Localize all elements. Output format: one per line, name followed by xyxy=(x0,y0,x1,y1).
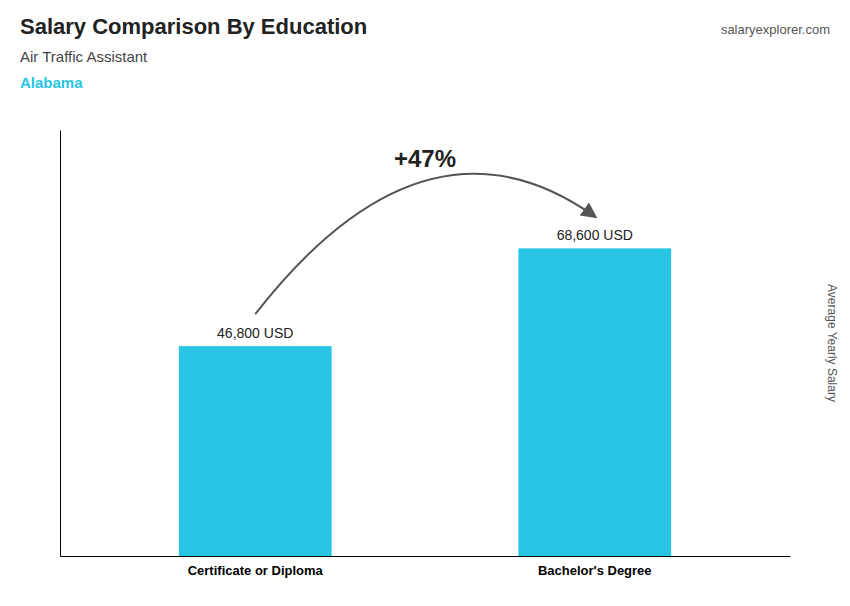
data-label: 68,600 USD xyxy=(557,227,633,243)
bars xyxy=(179,248,671,556)
location: Alabama xyxy=(20,74,83,91)
change-arrow xyxy=(255,174,595,314)
x-axis-line xyxy=(61,556,791,557)
bar xyxy=(518,248,671,556)
plot: Certificate or Diploma Bachelor's Degree 4… xyxy=(61,131,791,579)
x-tick: Certificate or Diploma xyxy=(188,563,324,578)
x-tick: Bachelor's Degree xyxy=(538,563,652,578)
y-axis xyxy=(60,131,61,557)
data-label: 46,800 USD xyxy=(217,325,293,341)
brand: salaryexplorer.com xyxy=(721,22,830,37)
x-axis: Certificate or Diploma Bachelor's Degree xyxy=(61,557,791,579)
change-label: +47% xyxy=(394,145,456,172)
x-tick-label: Certificate or Diploma xyxy=(188,563,324,578)
y-axis-line xyxy=(60,131,61,557)
subtitle: Air Traffic Assistant xyxy=(20,48,148,65)
y-axis-title: Average Yearly Salary xyxy=(825,284,839,402)
x-tick-label: Bachelor's Degree xyxy=(538,563,652,578)
title: Salary Comparison By Education xyxy=(20,14,367,39)
bar xyxy=(179,346,332,556)
chart: Salary Comparison By Education Air Traffi… xyxy=(0,0,850,606)
